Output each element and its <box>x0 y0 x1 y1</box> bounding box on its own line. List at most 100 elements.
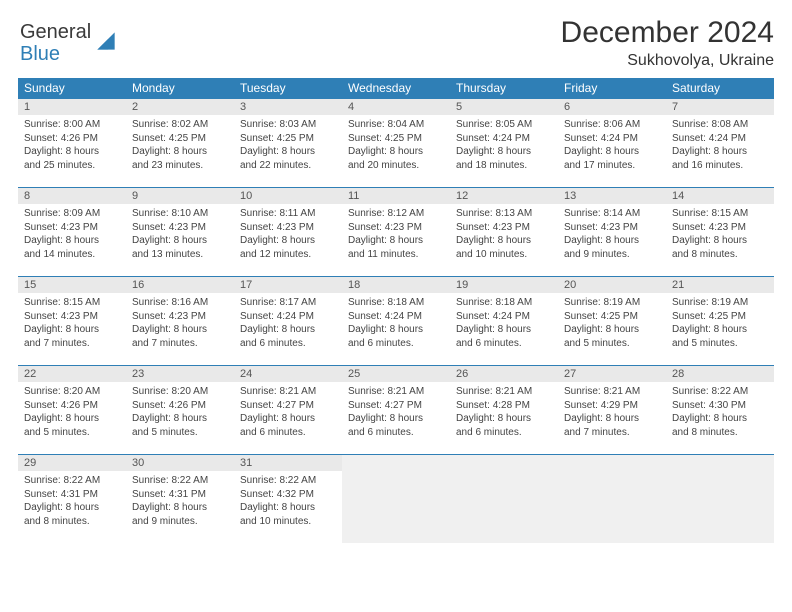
weekday-header: Saturday <box>666 78 774 99</box>
calendar-cell: 11Sunrise: 8:12 AMSunset: 4:23 PMDayligh… <box>342 188 450 277</box>
calendar-cell: 6Sunrise: 8:06 AMSunset: 4:24 PMDaylight… <box>558 99 666 188</box>
sunset-text: Sunset: 4:24 PM <box>564 132 660 146</box>
sunset-text: Sunset: 4:27 PM <box>348 399 444 413</box>
day-number: 19 <box>450 277 558 293</box>
sunset-text: Sunset: 4:24 PM <box>456 132 552 146</box>
calendar-row: 29Sunrise: 8:22 AMSunset: 4:31 PMDayligh… <box>18 455 774 544</box>
calendar-cell: 5Sunrise: 8:05 AMSunset: 4:24 PMDaylight… <box>450 99 558 188</box>
day-number: 22 <box>18 366 126 382</box>
daylight-text: Daylight: 8 hours <box>132 501 228 515</box>
day-number: 5 <box>450 99 558 115</box>
day-details: Sunrise: 8:08 AMSunset: 4:24 PMDaylight:… <box>666 115 774 176</box>
daylight-text-2: and 22 minutes. <box>240 159 336 173</box>
day-number: 7 <box>666 99 774 115</box>
daylight-text-2: and 9 minutes. <box>564 248 660 262</box>
calendar-cell: 19Sunrise: 8:18 AMSunset: 4:24 PMDayligh… <box>450 277 558 366</box>
daylight-text: Daylight: 8 hours <box>456 145 552 159</box>
daylight-text: Daylight: 8 hours <box>24 412 120 426</box>
day-number: 13 <box>558 188 666 204</box>
day-number: 6 <box>558 99 666 115</box>
daylight-text: Daylight: 8 hours <box>132 323 228 337</box>
day-details: Sunrise: 8:15 AMSunset: 4:23 PMDaylight:… <box>666 204 774 265</box>
day-number: 24 <box>234 366 342 382</box>
brand-word-2: Blue <box>20 44 91 64</box>
calendar-cell: 31Sunrise: 8:22 AMSunset: 4:32 PMDayligh… <box>234 455 342 544</box>
sunset-text: Sunset: 4:23 PM <box>132 221 228 235</box>
calendar-row: 22Sunrise: 8:20 AMSunset: 4:26 PMDayligh… <box>18 366 774 455</box>
day-number: 4 <box>342 99 450 115</box>
sunset-text: Sunset: 4:26 PM <box>24 132 120 146</box>
day-number: 2 <box>126 99 234 115</box>
day-details: Sunrise: 8:17 AMSunset: 4:24 PMDaylight:… <box>234 293 342 354</box>
calendar-cell: 15Sunrise: 8:15 AMSunset: 4:23 PMDayligh… <box>18 277 126 366</box>
day-details: Sunrise: 8:18 AMSunset: 4:24 PMDaylight:… <box>342 293 450 354</box>
calendar-row: 15Sunrise: 8:15 AMSunset: 4:23 PMDayligh… <box>18 277 774 366</box>
day-number: 28 <box>666 366 774 382</box>
daylight-text-2: and 12 minutes. <box>240 248 336 262</box>
daylight-text-2: and 6 minutes. <box>348 337 444 351</box>
calendar-cell: 8Sunrise: 8:09 AMSunset: 4:23 PMDaylight… <box>18 188 126 277</box>
sunrise-text: Sunrise: 8:09 AM <box>24 207 120 221</box>
sunrise-text: Sunrise: 8:11 AM <box>240 207 336 221</box>
day-number: 16 <box>126 277 234 293</box>
sunrise-text: Sunrise: 8:21 AM <box>240 385 336 399</box>
sunrise-text: Sunrise: 8:00 AM <box>24 118 120 132</box>
daylight-text: Daylight: 8 hours <box>564 234 660 248</box>
calendar-cell: 26Sunrise: 8:21 AMSunset: 4:28 PMDayligh… <box>450 366 558 455</box>
sunset-text: Sunset: 4:23 PM <box>348 221 444 235</box>
title-block: December 2024 Sukhovolya, Ukraine <box>561 16 774 70</box>
day-details: Sunrise: 8:04 AMSunset: 4:25 PMDaylight:… <box>342 115 450 176</box>
sail-icon <box>91 28 119 58</box>
day-details: Sunrise: 8:21 AMSunset: 4:29 PMDaylight:… <box>558 382 666 443</box>
day-number: 25 <box>342 366 450 382</box>
calendar-cell: 2Sunrise: 8:02 AMSunset: 4:25 PMDaylight… <box>126 99 234 188</box>
sunrise-text: Sunrise: 8:21 AM <box>564 385 660 399</box>
sunset-text: Sunset: 4:25 PM <box>564 310 660 324</box>
weekday-header: Monday <box>126 78 234 99</box>
daylight-text: Daylight: 8 hours <box>132 412 228 426</box>
daylight-text-2: and 16 minutes. <box>672 159 768 173</box>
calendar-cell: 27Sunrise: 8:21 AMSunset: 4:29 PMDayligh… <box>558 366 666 455</box>
brand-logo: General Blue <box>18 16 119 64</box>
calendar-cell: 25Sunrise: 8:21 AMSunset: 4:27 PMDayligh… <box>342 366 450 455</box>
calendar-cell: 22Sunrise: 8:20 AMSunset: 4:26 PMDayligh… <box>18 366 126 455</box>
day-number: 31 <box>234 455 342 471</box>
calendar-cell: 4Sunrise: 8:04 AMSunset: 4:25 PMDaylight… <box>342 99 450 188</box>
daylight-text: Daylight: 8 hours <box>240 234 336 248</box>
daylight-text: Daylight: 8 hours <box>240 501 336 515</box>
day-details: Sunrise: 8:02 AMSunset: 4:25 PMDaylight:… <box>126 115 234 176</box>
day-details: Sunrise: 8:19 AMSunset: 4:25 PMDaylight:… <box>558 293 666 354</box>
weekday-header: Sunday <box>18 78 126 99</box>
sunrise-text: Sunrise: 8:22 AM <box>240 474 336 488</box>
sunrise-text: Sunrise: 8:22 AM <box>672 385 768 399</box>
day-number: 11 <box>342 188 450 204</box>
day-details: Sunrise: 8:10 AMSunset: 4:23 PMDaylight:… <box>126 204 234 265</box>
day-details: Sunrise: 8:21 AMSunset: 4:27 PMDaylight:… <box>234 382 342 443</box>
day-details: Sunrise: 8:19 AMSunset: 4:25 PMDaylight:… <box>666 293 774 354</box>
daylight-text: Daylight: 8 hours <box>564 412 660 426</box>
sunset-text: Sunset: 4:23 PM <box>564 221 660 235</box>
day-details: Sunrise: 8:22 AMSunset: 4:30 PMDaylight:… <box>666 382 774 443</box>
day-number: 26 <box>450 366 558 382</box>
daylight-text-2: and 8 minutes. <box>24 515 120 529</box>
sunrise-text: Sunrise: 8:17 AM <box>240 296 336 310</box>
daylight-text: Daylight: 8 hours <box>672 145 768 159</box>
day-details: Sunrise: 8:21 AMSunset: 4:28 PMDaylight:… <box>450 382 558 443</box>
day-number: 30 <box>126 455 234 471</box>
day-number: 10 <box>234 188 342 204</box>
calendar-cell: 13Sunrise: 8:14 AMSunset: 4:23 PMDayligh… <box>558 188 666 277</box>
daylight-text: Daylight: 8 hours <box>672 234 768 248</box>
header: General Blue December 2024 Sukhovolya, U… <box>18 16 774 70</box>
daylight-text-2: and 17 minutes. <box>564 159 660 173</box>
daylight-text-2: and 7 minutes. <box>24 337 120 351</box>
sunset-text: Sunset: 4:30 PM <box>672 399 768 413</box>
sunrise-text: Sunrise: 8:18 AM <box>456 296 552 310</box>
daylight-text: Daylight: 8 hours <box>240 323 336 337</box>
day-details: Sunrise: 8:09 AMSunset: 4:23 PMDaylight:… <box>18 204 126 265</box>
day-details: Sunrise: 8:22 AMSunset: 4:31 PMDaylight:… <box>18 471 126 532</box>
sunrise-text: Sunrise: 8:18 AM <box>348 296 444 310</box>
day-number: 29 <box>18 455 126 471</box>
day-details: Sunrise: 8:11 AMSunset: 4:23 PMDaylight:… <box>234 204 342 265</box>
page-title: December 2024 <box>561 16 774 50</box>
sunrise-text: Sunrise: 8:12 AM <box>348 207 444 221</box>
